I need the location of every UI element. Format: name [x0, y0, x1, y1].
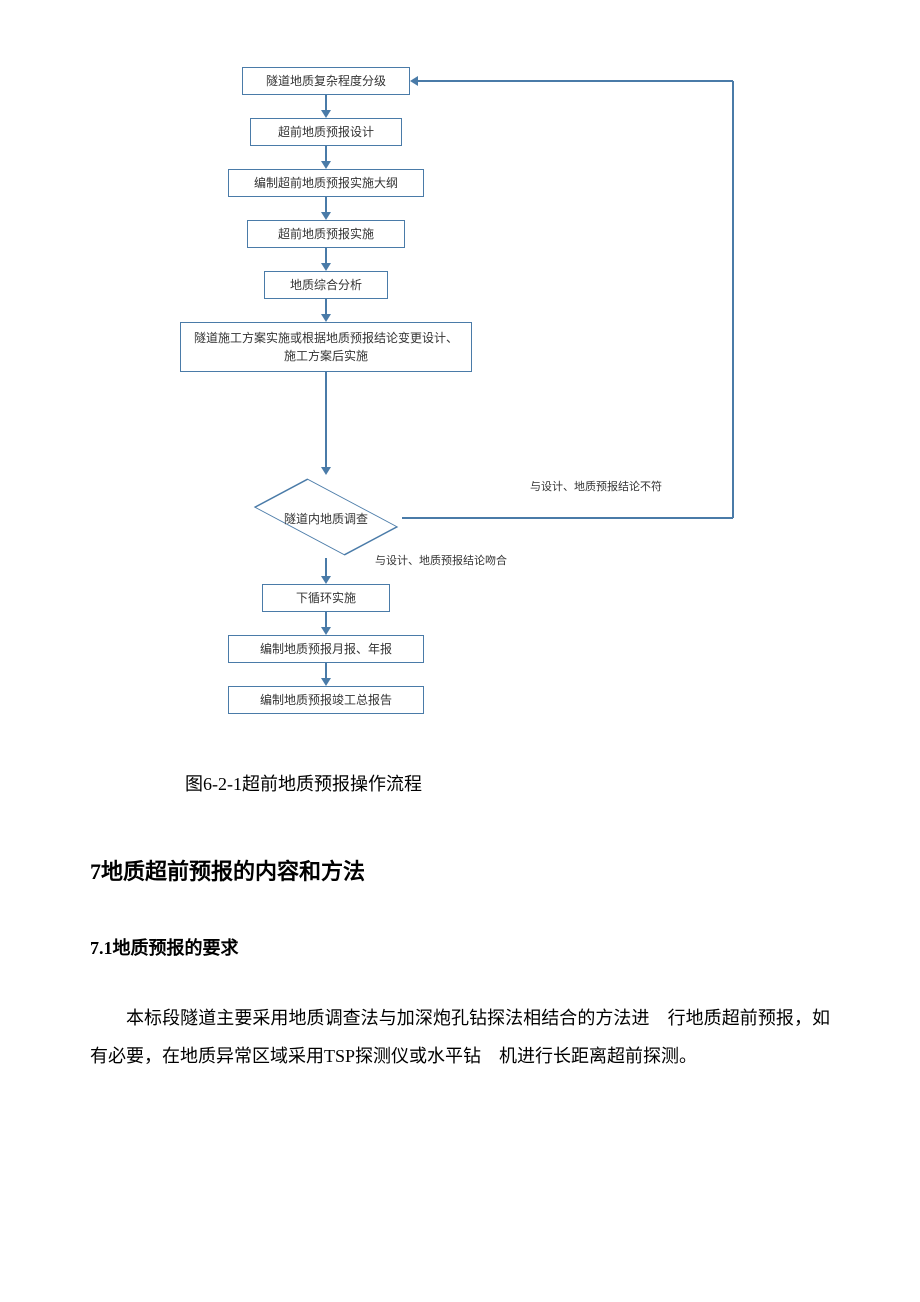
node-text: 超前地质预报实施	[278, 225, 374, 243]
edge-7-8	[325, 558, 327, 578]
flowchart: 隧道地质复杂程度分级 超前地质预报设计 编制超前地质预报实施大纲 超前地质预报实…	[180, 60, 740, 760]
node-forecast-design: 超前地质预报设计	[250, 118, 402, 146]
edge-label-match: 与设计、地质预报结论吻合	[375, 552, 507, 568]
node-complexity-grading: 隧道地质复杂程度分级	[242, 67, 410, 95]
figure-caption: 图6-2-1超前地质预报操作流程	[185, 770, 830, 796]
node-text: 隧道施工方案实施或根据地质预报结论变更设计、施工方案后实施	[189, 329, 463, 365]
page-container: 隧道地质复杂程度分级 超前地质预报设计 编制超前地质预报实施大纲 超前地质预报实…	[0, 0, 920, 1116]
edge-feedback-v	[732, 81, 734, 518]
edge-feedback-h-bot	[402, 517, 733, 519]
edge-1-2-arrow	[321, 110, 331, 118]
body-paragraph: 本标段隧道主要采用地质调查法与加深炮孔钻探法相结合的方法进 行地质超前预报，如有…	[90, 1000, 830, 1076]
node-forecast-impl: 超前地质预报实施	[247, 220, 405, 248]
node-text: 地质综合分析	[290, 276, 362, 294]
diamond-text: 隧道内地质调查	[246, 476, 406, 560]
edge-6-7	[325, 372, 327, 469]
node-text: 编制地质预报竣工总报告	[260, 691, 392, 709]
edge-8-9-arrow	[321, 627, 331, 635]
edge-feedback-h-top	[418, 80, 733, 82]
node-text: 编制地质预报月报、年报	[260, 640, 392, 658]
edge-2-3-arrow	[321, 161, 331, 169]
node-next-cycle: 下循环实施	[262, 584, 390, 612]
heading-level-1: 7地质超前预报的内容和方法	[90, 854, 830, 886]
node-monthly-annual-report: 编制地质预报月报、年报	[228, 635, 424, 663]
label-text: 与设计、地质预报结论吻合	[375, 555, 507, 567]
node-text: 超前地质预报设计	[278, 123, 374, 141]
label-text: 与设计、地质预报结论不符	[530, 481, 662, 493]
node-text: 下循环实施	[296, 589, 356, 607]
node-geo-analysis: 地质综合分析	[264, 271, 388, 299]
edge-3-4-arrow	[321, 212, 331, 220]
heading-level-2: 7.1地质预报的要求	[90, 934, 830, 960]
node-text: 编制超前地质预报实施大纲	[254, 174, 398, 192]
edge-5-6-arrow	[321, 314, 331, 322]
node-compile-outline: 编制超前地质预报实施大纲	[228, 169, 424, 197]
edge-4-5-arrow	[321, 263, 331, 271]
node-final-report: 编制地质预报竣工总报告	[228, 686, 424, 714]
edge-9-10-arrow	[321, 678, 331, 686]
node-text: 隧道地质复杂程度分级	[266, 72, 386, 90]
node-text: 隧道内地质调查	[284, 510, 368, 527]
node-tunnel-survey: 隧道内地质调查	[246, 476, 406, 560]
edge-6-7-arrow	[321, 467, 331, 475]
flowchart-wrapper: 隧道地质复杂程度分级 超前地质预报设计 编制超前地质预报实施大纲 超前地质预报实…	[90, 60, 830, 760]
edge-feedback-arrow	[410, 76, 418, 86]
edge-label-mismatch: 与设计、地质预报结论不符	[530, 478, 662, 494]
edge-7-8-arrow	[321, 576, 331, 584]
node-construction-impl: 隧道施工方案实施或根据地质预报结论变更设计、施工方案后实施	[180, 322, 472, 372]
